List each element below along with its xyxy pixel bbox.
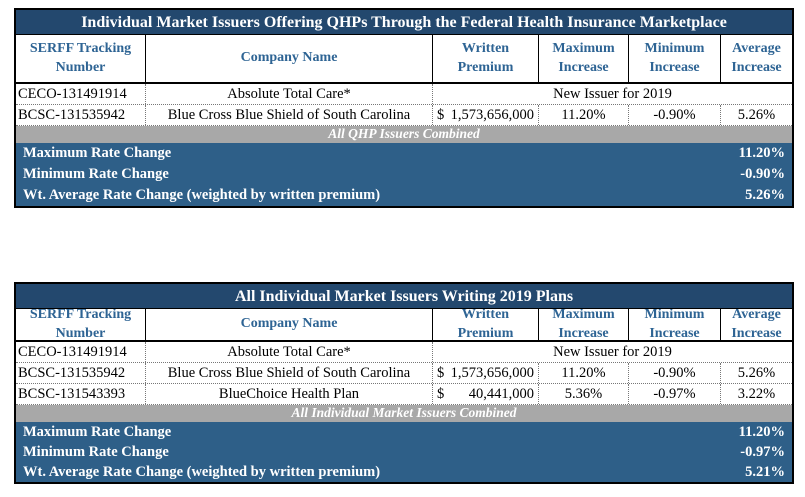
serff-cell: CECO-131491914	[18, 86, 127, 102]
col-header-premium: Written Premium	[432, 35, 538, 82]
serff-cell: CECO-131491914	[18, 344, 127, 360]
min-increase-cell: -0.90%	[628, 105, 720, 125]
summary-section: Maximum Rate Change 11.20% Minimum Rate …	[16, 143, 792, 206]
company-cell: Absolute Total Care*	[145, 84, 432, 104]
summary-value: 11.20%	[738, 145, 785, 161]
summary-row: Maximum Rate Change 11.20%	[16, 143, 792, 164]
summary-value: 5.26%	[745, 187, 785, 203]
company-cell: BlueChoice Health Plan	[145, 384, 432, 404]
currency-symbol: $	[437, 365, 445, 381]
summary-row: Minimum Rate Change -0.90%	[16, 164, 792, 185]
avg-increase-cell: 5.26%	[720, 363, 792, 383]
summary-row: Minimum Rate Change -0.97%	[16, 442, 792, 462]
new-issuer-cell: New Issuer for 2019	[432, 342, 792, 362]
table-row: CECO-131491914 Absolute Total Care* New …	[16, 342, 792, 363]
col-header-avg-increase: Average Increase	[720, 309, 792, 340]
new-issuer-cell: New Issuer for 2019	[432, 84, 792, 104]
all-issuers-table: All Individual Market Issuers Writing 20…	[14, 282, 794, 484]
premium-cell: $ 40,441,000	[432, 384, 538, 404]
table-row: BCSC-131535942 Blue Cross Blue Shield of…	[16, 105, 792, 126]
combined-band: All QHP Issuers Combined	[16, 126, 792, 143]
summary-row: Maximum Rate Change 11.20%	[16, 422, 792, 442]
summary-row: Wt. Average Rate Change (weighted by wri…	[16, 462, 792, 482]
column-header-row: SERFF Tracking Number Company Name Writt…	[16, 309, 792, 342]
col-header-min-increase: Minimum Increase	[628, 35, 720, 82]
col-header-serff: SERFF Tracking Number	[29, 309, 132, 340]
table-row: BCSC-131543393 BlueChoice Health Plan $ …	[16, 384, 792, 405]
col-header-premium: Written Premium	[432, 309, 538, 340]
combined-band: All Individual Market Issuers Combined	[16, 405, 792, 422]
col-header-serff: SERFF Tracking Number	[29, 40, 132, 75]
summary-label: Minimum Rate Change	[23, 443, 169, 460]
column-header-row: SERFF Tracking Number Company Name Writt…	[16, 35, 792, 84]
summary-label: Wt. Average Rate Change (weighted by wri…	[23, 463, 381, 480]
serff-cell: BCSC-131535942	[18, 365, 126, 381]
summary-row: Wt. Average Rate Change (weighted by wri…	[16, 185, 792, 206]
qhp-issuers-table: Individual Market Issuers Offering QHPs …	[14, 8, 794, 208]
col-header-max-increase: Maximum Increase	[538, 35, 628, 82]
col-header-company: Company Name	[145, 309, 432, 340]
table-row: CECO-131491914 Absolute Total Care* New …	[16, 84, 792, 105]
avg-increase-cell: 3.22%	[720, 384, 792, 404]
premium-amount: 1,573,656,000	[450, 107, 534, 123]
summary-label: Minimum Rate Change	[23, 166, 169, 182]
currency-symbol: $	[437, 107, 445, 123]
table-title: All Individual Market Issuers Writing 20…	[16, 284, 792, 309]
summary-value: 11.20%	[738, 423, 785, 440]
currency-symbol: $	[437, 386, 445, 402]
max-increase-cell: 5.36%	[538, 384, 628, 404]
summary-value: -0.97%	[740, 443, 785, 460]
col-header-max-increase: Maximum Increase	[538, 309, 628, 340]
summary-value: -0.90%	[740, 166, 785, 182]
min-increase-cell: -0.97%	[628, 384, 720, 404]
avg-increase-cell: 5.26%	[720, 105, 792, 125]
premium-amount: 40,441,000	[468, 386, 534, 402]
max-increase-cell: 11.20%	[538, 105, 628, 125]
serff-cell: BCSC-131535942	[18, 107, 126, 123]
table-row: BCSC-131535942 Blue Cross Blue Shield of…	[16, 363, 792, 384]
min-increase-cell: -0.90%	[628, 363, 720, 383]
summary-label: Maximum Rate Change	[23, 145, 172, 161]
premium-cell: $ 1,573,656,000	[432, 105, 538, 125]
table-title: Individual Market Issuers Offering QHPs …	[16, 10, 792, 35]
summary-section: Maximum Rate Change 11.20% Minimum Rate …	[16, 422, 792, 482]
premium-cell: $ 1,573,656,000	[432, 363, 538, 383]
company-cell: Blue Cross Blue Shield of South Carolina	[145, 363, 432, 383]
company-cell: Blue Cross Blue Shield of South Carolina	[145, 105, 432, 125]
summary-label: Maximum Rate Change	[23, 423, 172, 440]
col-header-min-increase: Minimum Increase	[628, 309, 720, 340]
col-header-avg-increase: Average Increase	[720, 35, 792, 82]
premium-amount: 1,573,656,000	[450, 365, 534, 381]
serff-cell: BCSC-131543393	[18, 386, 126, 402]
max-increase-cell: 11.20%	[538, 363, 628, 383]
summary-label: Wt. Average Rate Change (weighted by wri…	[23, 187, 381, 203]
summary-value: 5.21%	[745, 463, 785, 480]
company-cell: Absolute Total Care*	[145, 342, 432, 362]
col-header-company: Company Name	[145, 35, 432, 82]
